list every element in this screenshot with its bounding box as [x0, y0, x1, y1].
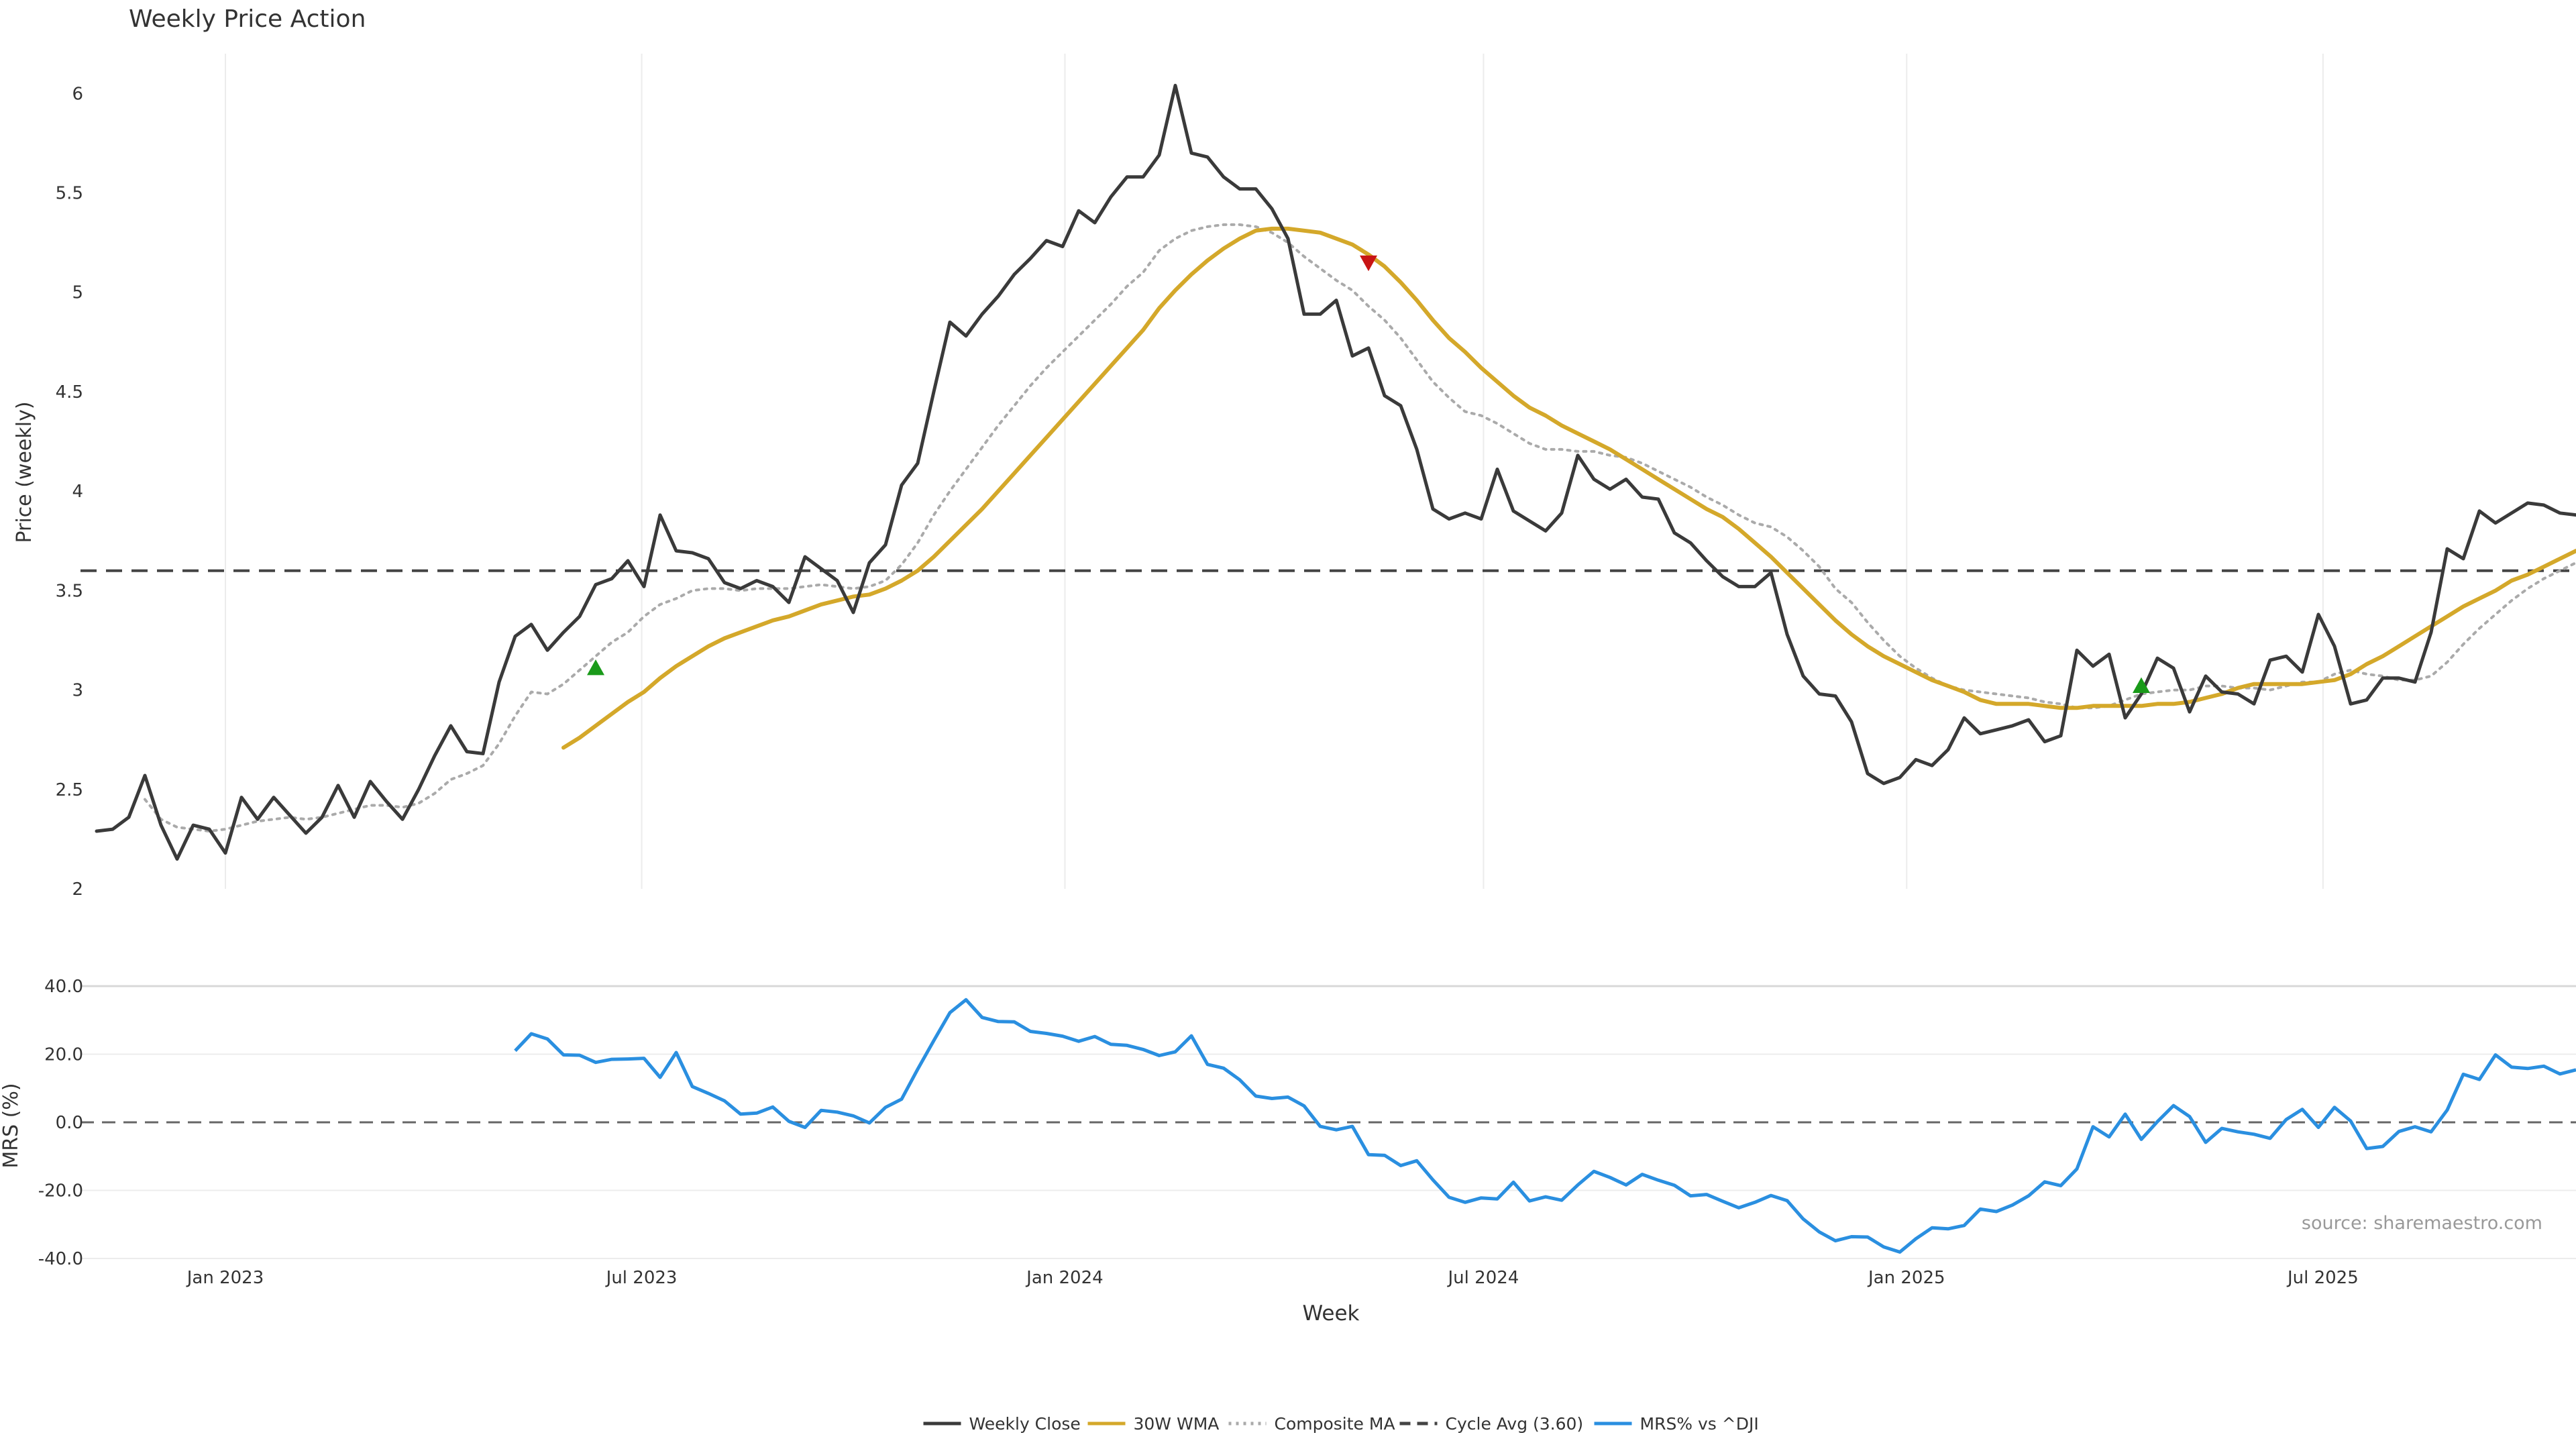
x-tick-label: Jul 2024 [1447, 1268, 1519, 1288]
mrs-y-tick-label: 20.0 [44, 1045, 83, 1065]
mrs-y-tick-label: -20.0 [38, 1181, 83, 1201]
signal-markers [587, 255, 2150, 694]
price-y-tick-label: 2.5 [56, 780, 83, 800]
legend-label: 30W WMA [1134, 1414, 1220, 1434]
price-y-tick-label: 3 [72, 681, 83, 701]
legend-label: Weekly Close [969, 1414, 1081, 1434]
price-y-tick-label: 3.5 [56, 581, 83, 601]
price-y-tick-label: 5 [72, 283, 83, 303]
price-series [80, 83, 2576, 861]
price-grid [225, 54, 2324, 889]
sell-signal-marker [1360, 255, 1377, 272]
composite-ma-line [144, 223, 2576, 833]
legend: Weekly Close 30W WMA Composite MA Cycle Avg… [923, 1414, 1759, 1434]
x-tick-label: Jan 2023 [186, 1268, 264, 1288]
mrs-panel: -40.0 -20.0 0.0 20.0 40.0 MRS (%) source: sh… [0, 977, 2576, 1269]
x-axis-ticks: Jan 2023 Jul 2023 Jan 2024 Jul 2024 Jan 2025… [186, 1268, 2359, 1288]
mrs-grid [80, 985, 2576, 1259]
weekly-close-line [95, 83, 2576, 861]
price-y-tick-label: 4.5 [56, 382, 83, 402]
buy-signal-marker [587, 659, 604, 676]
mrs-y-ticks: -40.0 -20.0 0.0 20.0 40.0 [38, 977, 83, 1269]
mrs-y-tick-label: -40.0 [38, 1249, 83, 1269]
price-y-tick-label: 5.5 [56, 184, 83, 204]
mrs-y-tick-label: 40.0 [44, 977, 83, 997]
price-y-tick-label: 2 [72, 879, 83, 900]
legend-label: Cycle Avg (3.60) [1446, 1414, 1584, 1434]
mrs-y-axis-label: MRS (%) [0, 1083, 23, 1168]
x-tick-label: Jan 2024 [1025, 1268, 1104, 1288]
price-panel: 2 2.5 3 3.5 4 4.5 5 5.5 6 Price (weekly) [13, 54, 2576, 900]
mrs-line [514, 998, 2576, 1254]
x-tick-label: Jul 2023 [605, 1268, 678, 1288]
price-y-tick-label: 6 [72, 84, 83, 104]
x-tick-label: Jul 2025 [2286, 1268, 2359, 1288]
x-tick-label: Jan 2025 [1867, 1268, 1945, 1288]
chart-title: Weekly Price Action [129, 5, 366, 33]
source-annotation: source: sharemaestro.com [2302, 1213, 2542, 1234]
price-y-axis-label: Price (weekly) [13, 401, 36, 543]
price-y-tick-label: 4 [72, 482, 83, 502]
legend-label: Composite MA [1275, 1414, 1395, 1434]
mrs-y-tick-label: 0.0 [56, 1113, 83, 1133]
legend-label: MRS% vs ^DJI [1640, 1414, 1759, 1434]
30w-wma-line [561, 226, 2576, 750]
price-y-ticks: 2 2.5 3 3.5 4 4.5 5 5.5 6 [56, 84, 83, 900]
x-axis-label: Week [1303, 1301, 1360, 1326]
buy-signal-marker [2133, 677, 2150, 694]
mrs-series [514, 998, 2576, 1254]
